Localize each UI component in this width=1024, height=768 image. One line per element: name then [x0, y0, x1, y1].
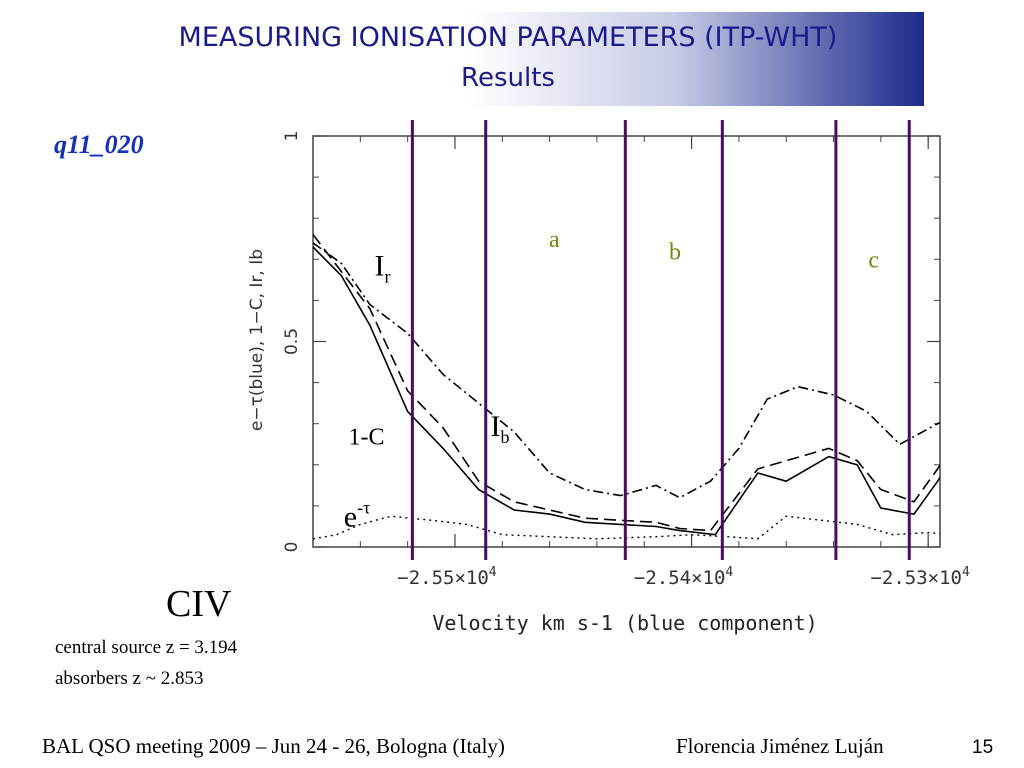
y-tick-label: 0.5: [282, 328, 302, 355]
slide-subtitle: Results: [461, 63, 555, 93]
series-line-e: [313, 515, 940, 540]
axis-ticks: −2.55×104 −2.54×104 −2.53×104 0 0.5 1: [282, 131, 970, 589]
x-tick-label: −2.54×104: [634, 565, 734, 589]
note-absorbers: absorbers z ~ 2.853: [55, 668, 204, 689]
series-label: e-τ: [344, 497, 371, 533]
x-tick-label: −2.53×104: [870, 565, 970, 589]
series-label: 1-C: [348, 424, 384, 450]
region-boundaries: a b c: [410, 120, 911, 560]
y-axis-label: e−τ(blue), 1−C, Ir, Ib: [247, 249, 267, 431]
slide-title: MEASURING IONISATION PARAMETERS (ITP-WHT…: [178, 22, 838, 53]
y-tick-label: 1: [282, 131, 302, 142]
page-number: 15: [972, 737, 994, 758]
region-label-b: b: [669, 239, 681, 265]
series-lines: [313, 234, 940, 540]
footer-author: Florencia Jiménez Luján: [676, 734, 884, 758]
series-line-ir: [313, 242, 940, 499]
ion-label: CIV: [166, 583, 232, 625]
region-label-c: c: [868, 248, 879, 274]
y-tick-label: 0: [282, 542, 302, 553]
region-label-a: a: [549, 227, 560, 253]
x-tick-label: −2.55×104: [397, 565, 497, 589]
series-label: Ir: [375, 250, 391, 287]
series-line-1c: [313, 246, 940, 536]
footer-meeting: BAL QSO meeting 2009 – Jun 24 - 26, Bolo…: [42, 734, 505, 758]
plot-identifier: q11_020: [54, 130, 144, 159]
series-label: Ib: [490, 410, 509, 447]
x-axis-label: Velocity km s-1 (blue component): [432, 611, 817, 635]
title-banner: [92, 12, 924, 106]
series-line-ib: [313, 234, 940, 532]
note-central-source: central source z = 3.194: [55, 637, 238, 658]
